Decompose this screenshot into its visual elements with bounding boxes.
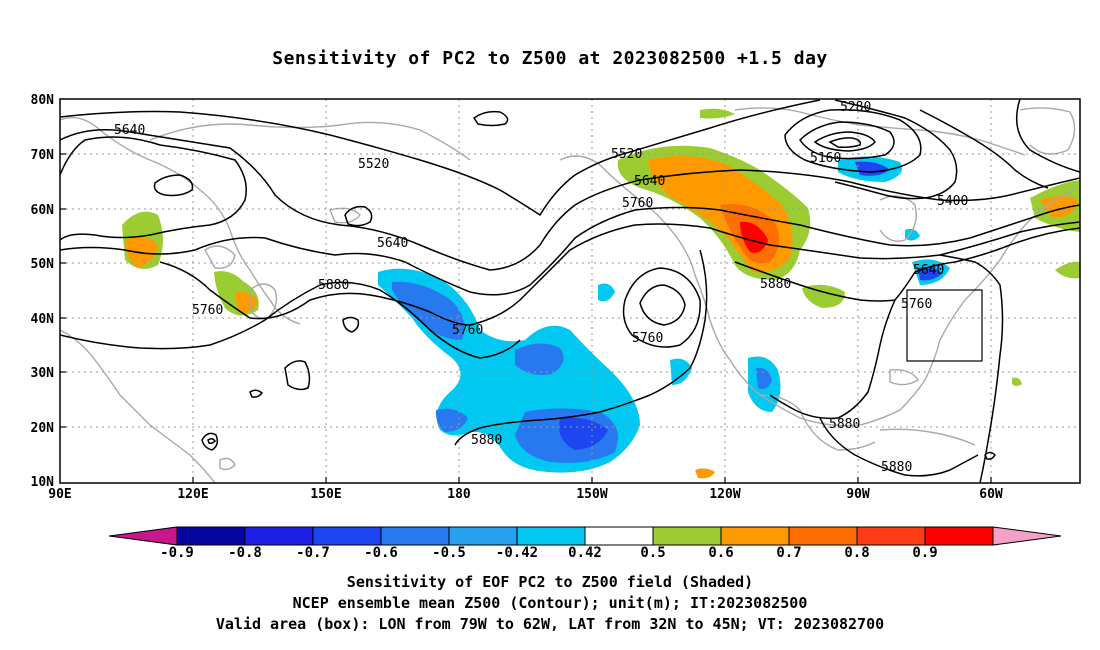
lat-label: 20N (31, 421, 55, 436)
negative-sensitivity-region (756, 367, 772, 389)
colorbar-segment (516, 526, 586, 546)
lat-label: 10N (31, 475, 55, 490)
lon-label: 150W (576, 487, 607, 502)
contour-label: 5520 (611, 147, 642, 162)
colorbar-label: -0.6 (364, 545, 398, 561)
colorbar-label: -0.42 (496, 545, 538, 561)
lon-label: 120W (709, 487, 740, 502)
negative-sensitivity-region (670, 358, 692, 385)
colorbar-segment (924, 526, 994, 546)
contour-label: 5640 (913, 263, 944, 278)
contour-labels: 5640 5520 5520 5280 5160 5640 5760 5400 … (114, 100, 968, 475)
lat-label: 30N (31, 366, 55, 381)
colorbar-label: 0.5 (640, 545, 665, 561)
contour-label: 5520 (358, 157, 389, 172)
colorbar-label: -0.7 (296, 545, 330, 561)
negative-sensitivity-region (559, 417, 608, 450)
valid-area-box (906, 289, 983, 362)
map-figure: 5640 5520 5520 5280 5160 5640 5760 5400 … (31, 93, 1081, 561)
colorbar-segment (788, 526, 858, 546)
caption-line: Valid area (box): LON from 79W to 62W, L… (215, 615, 885, 633)
latitude-labels: 80N 70N 60N 50N 40N 30N 20N 10N (31, 93, 55, 490)
colorbar-label: -0.9 (160, 545, 194, 561)
contour-label: 5160 (810, 151, 841, 166)
colorbar-segment (448, 526, 518, 546)
contour-label: 5880 (318, 278, 349, 293)
lat-label: 80N (31, 93, 55, 108)
negative-sensitivity-region (435, 408, 468, 432)
colorbar-segment (584, 526, 654, 546)
coastlines (60, 107, 1076, 483)
lat-label: 50N (31, 257, 55, 272)
colorbar-segment (992, 526, 1062, 546)
negative-sensitivity-region (905, 228, 920, 241)
colorbar-label: 0.9 (912, 545, 937, 561)
z500-contours (60, 99, 1080, 483)
lat-label: 40N (31, 312, 55, 327)
lat-label: 60N (31, 203, 55, 218)
colorbar-label: 0.42 (568, 545, 602, 561)
positive-sensitivity-region (700, 108, 735, 119)
colorbar-segment (176, 526, 246, 546)
contour-label: 5280 (840, 100, 871, 115)
colorbar-segment (856, 526, 926, 546)
contour-label: 5880 (829, 417, 860, 432)
contour-label: 5640 (114, 123, 145, 138)
contour-label: 5640 (377, 236, 408, 251)
contour-label: 5640 (634, 174, 665, 189)
positive-sensitivity-region (740, 221, 768, 253)
contour-label: 5760 (901, 297, 932, 312)
negative-sensitivity-region (515, 343, 564, 375)
figure-caption: Sensitivity of EOF PC2 to Z500 field (Sh… (0, 572, 1100, 635)
positive-sensitivity-region (1055, 261, 1080, 279)
colorbar-segment (720, 526, 790, 546)
negative-sensitivity-region (598, 283, 615, 302)
positive-sensitivity-region (1012, 377, 1022, 386)
contour-label: 5760 (632, 331, 663, 346)
lon-label: 90E (48, 487, 71, 502)
contour-label: 5880 (471, 433, 502, 448)
colorbar-segment (244, 526, 314, 546)
positive-sensitivity-region (695, 468, 715, 479)
axis-ticks (60, 153, 992, 483)
colorbar-label: 0.6 (708, 545, 733, 561)
lat-label: 70N (31, 148, 55, 163)
contour-label: 5400 (937, 194, 968, 209)
lon-label: 60W (979, 487, 1003, 502)
colorbar (108, 526, 1062, 546)
graticule (60, 99, 1080, 483)
colorbar-segment (652, 526, 722, 546)
colorbar-labels: -0.9 -0.8 -0.7 -0.6 -0.5 -0.42 0.42 0.5 … (160, 545, 938, 561)
colorbar-label: -0.5 (432, 545, 466, 561)
lon-label: 120E (177, 487, 208, 502)
colorbar-label: 0.7 (776, 545, 801, 561)
negative-sensitivity-region (918, 266, 942, 281)
map-border (59, 98, 1081, 484)
lon-label: 90W (846, 487, 870, 502)
lon-label: 150E (310, 487, 341, 502)
positive-sensitivity-region (802, 284, 845, 308)
contour-label: 5880 (760, 277, 791, 292)
contour-label: 5760 (622, 196, 653, 211)
longitude-labels: 90E 120E 150E 180 150W 120W 90W 60W (48, 487, 1003, 502)
colorbar-segment (380, 526, 450, 546)
contour-label: 5760 (452, 323, 483, 338)
caption-line: Sensitivity of EOF PC2 to Z500 field (Sh… (346, 573, 754, 591)
colorbar-segment (312, 526, 382, 546)
lon-label: 180 (447, 487, 471, 502)
contour-label: 5760 (192, 303, 223, 318)
page-title: Sensitivity of PC2 to Z500 at 2023082500… (272, 48, 828, 69)
colorbar-segment (108, 526, 178, 546)
caption-line: NCEP ensemble mean Z500 (Contour); unit(… (292, 594, 808, 612)
contour-label: 5880 (881, 460, 912, 475)
colorbar-label: -0.8 (228, 545, 262, 561)
positive-sensitivity-region (235, 291, 258, 313)
colorbar-label: 0.8 (844, 545, 869, 561)
